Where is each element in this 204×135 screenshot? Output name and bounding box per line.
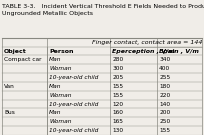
Text: 130: 130 [112,128,123,133]
Text: Woman: Woman [49,119,71,124]
Text: 155: 155 [159,128,170,133]
Text: Person: Person [49,49,73,54]
Text: 255: 255 [159,75,170,80]
Text: 155: 155 [112,93,123,98]
Text: 280: 280 [112,57,123,62]
Text: 140: 140 [159,102,170,107]
Text: 10-year-old child: 10-year-old child [49,75,98,80]
Text: TABLE 3-3.   Incident Vertical Threshold E Fields Needed to Produce Various Sen-: TABLE 3-3. Incident Vertical Threshold E… [2,4,204,16]
Text: 165: 165 [112,119,123,124]
Text: Man: Man [49,110,61,115]
Text: 300: 300 [112,66,123,71]
Text: Compact car: Compact car [4,57,42,62]
Text: 340: 340 [159,57,170,62]
Text: Object: Object [4,49,27,54]
Text: Man: Man [49,57,61,62]
Text: Van: Van [4,84,15,89]
Text: 160: 160 [112,110,123,115]
Text: 400: 400 [159,66,170,71]
Text: Woman: Woman [49,93,71,98]
Text: 10-year-old child: 10-year-old child [49,102,98,107]
Text: 180: 180 [159,84,170,89]
Text: Eperception , V/m: Eperception , V/m [112,49,175,54]
Text: 220: 220 [159,93,170,98]
Text: Bus: Bus [4,110,15,115]
Text: Man: Man [49,84,61,89]
Text: 120: 120 [112,102,123,107]
Text: 250: 250 [159,119,170,124]
Text: Epain , V/m: Epain , V/m [159,49,199,54]
Text: Woman: Woman [49,66,71,71]
Text: Finger contact, contact area = 144 mm²: Finger contact, contact area = 144 mm² [92,39,204,45]
Text: 10-year-old child: 10-year-old child [49,128,98,133]
Text: 155: 155 [112,84,123,89]
Text: 205: 205 [112,75,123,80]
Text: 200: 200 [159,110,170,115]
